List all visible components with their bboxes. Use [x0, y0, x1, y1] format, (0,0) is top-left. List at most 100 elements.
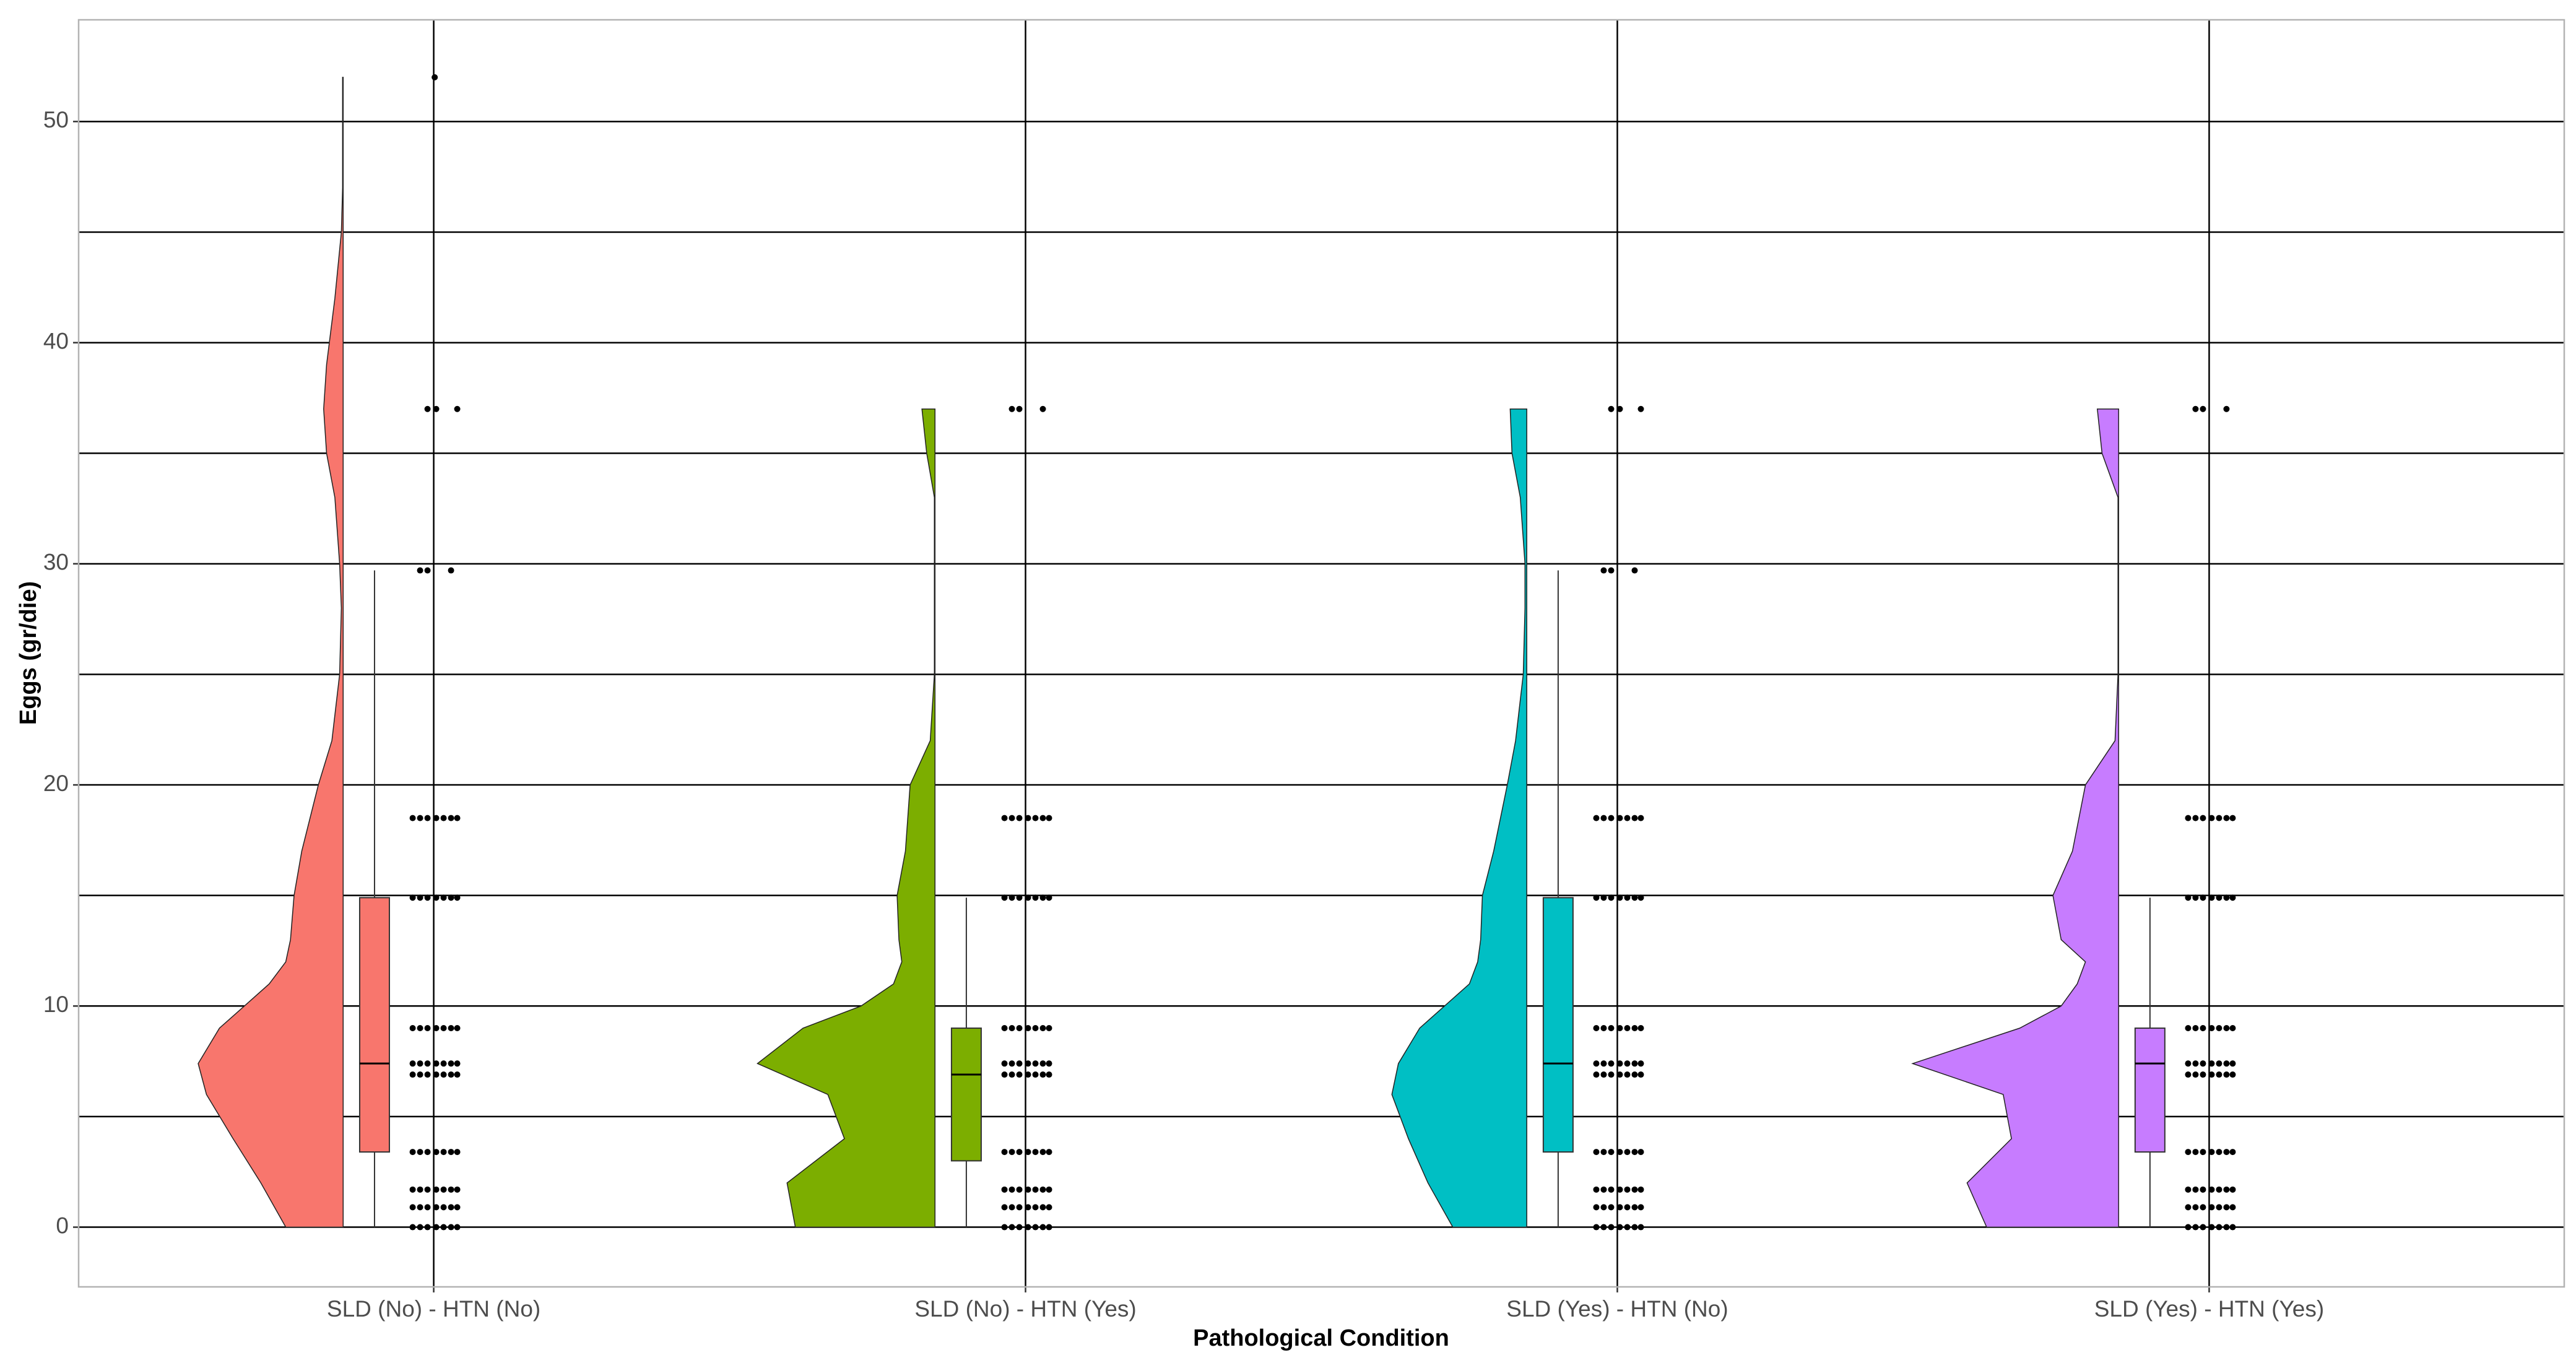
data-point: [2185, 1071, 2192, 1078]
data-point: [1046, 1224, 1052, 1231]
data-point: [440, 894, 447, 901]
data-point: [1001, 815, 1008, 821]
data-point: [2192, 405, 2199, 412]
data-point: [440, 1224, 447, 1231]
data-point: [1600, 1186, 1607, 1193]
data-point: [1608, 1060, 1615, 1067]
data-point: [409, 1071, 416, 1078]
data-point: [1593, 1025, 1600, 1032]
data-point: [448, 1060, 454, 1067]
data-point: [2229, 1025, 2236, 1032]
data-point: [1616, 1071, 1623, 1078]
y-tick-label: 0: [56, 1213, 69, 1238]
data-point: [2208, 1224, 2215, 1231]
data-point: [1616, 1025, 1623, 1032]
data-point: [2223, 1025, 2230, 1032]
data-point: [2200, 1071, 2206, 1078]
data-point: [1600, 1071, 1607, 1078]
data-point: [409, 815, 416, 821]
data-point: [1608, 1071, 1615, 1078]
x-tick-label: SLD (No) - HTN (No): [327, 1296, 540, 1322]
data-point: [1616, 1204, 1623, 1211]
data-point: [1016, 1186, 1023, 1193]
data-point: [1032, 1060, 1039, 1067]
data-point: [2216, 1186, 2223, 1193]
data-point: [454, 1186, 461, 1193]
data-point: [409, 1025, 416, 1032]
data-point: [2216, 1149, 2223, 1156]
data-point: [2229, 1060, 2236, 1067]
data-point: [1008, 405, 1015, 412]
data-point: [1631, 1149, 1638, 1156]
data-point: [1637, 1224, 1644, 1231]
data-point: [2192, 1025, 2199, 1032]
data-point: [2192, 815, 2199, 821]
data-point: [1631, 1060, 1638, 1067]
data-point: [2223, 405, 2230, 412]
data-point: [2208, 1071, 2215, 1078]
data-point: [454, 815, 461, 821]
data-point: [440, 1186, 447, 1193]
data-point: [409, 1224, 416, 1231]
data-point: [1593, 1060, 1600, 1067]
data-point: [417, 894, 423, 901]
data-point: [1046, 815, 1052, 821]
data-point: [424, 894, 431, 901]
data-point: [1631, 1224, 1638, 1231]
data-point: [1046, 1025, 1052, 1032]
data-point: [2200, 405, 2206, 412]
data-point: [2192, 1149, 2199, 1156]
data-point: [2185, 1025, 2192, 1032]
data-point: [1616, 1186, 1623, 1193]
data-point: [417, 567, 423, 574]
data-point: [448, 894, 454, 901]
data-point: [1032, 1224, 1039, 1231]
data-point: [1624, 1204, 1631, 1211]
data-point: [2192, 1204, 2199, 1211]
data-point: [433, 1060, 440, 1067]
data-point: [1624, 1025, 1631, 1032]
data-point: [1631, 1025, 1638, 1032]
box: [358, 897, 390, 1153]
data-point: [448, 1186, 454, 1193]
data-point: [1637, 1025, 1644, 1032]
data-point: [1593, 1186, 1600, 1193]
y-tick-label: 30: [43, 550, 69, 575]
data-point: [1600, 1025, 1607, 1032]
data-point: [1008, 1204, 1015, 1211]
data-point: [1593, 1204, 1600, 1211]
data-point: [2229, 1224, 2236, 1231]
data-point: [1608, 1149, 1615, 1156]
data-point: [1016, 815, 1023, 821]
data-point: [1637, 1071, 1644, 1078]
data-point: [1025, 1224, 1031, 1231]
data-point: [1039, 1025, 1046, 1032]
data-point: [1008, 1186, 1015, 1193]
data-point: [2208, 1204, 2215, 1211]
data-point: [433, 1224, 440, 1231]
data-point: [1624, 1186, 1631, 1193]
data-point: [1025, 815, 1031, 821]
data-point: [1600, 567, 1607, 574]
data-point: [1600, 1060, 1607, 1067]
data-point: [1637, 1186, 1644, 1193]
data-point: [1593, 1224, 1600, 1231]
data-point: [1032, 1071, 1039, 1078]
data-point: [2216, 1071, 2223, 1078]
data-point: [1016, 1224, 1023, 1231]
data-point: [2185, 815, 2192, 821]
data-point: [1600, 1204, 1607, 1211]
data-point: [2185, 1204, 2192, 1211]
data-point: [2192, 894, 2199, 901]
data-point: [409, 1186, 416, 1193]
data-point: [1631, 1186, 1638, 1193]
data-point: [409, 894, 416, 901]
data-point: [1001, 1149, 1008, 1156]
data-point: [2223, 1149, 2230, 1156]
y-tick-label: 20: [43, 771, 69, 796]
data-point: [417, 1204, 423, 1211]
data-point: [417, 1060, 423, 1067]
data-point: [1016, 1204, 1023, 1211]
data-point: [1637, 1060, 1644, 1067]
data-point: [1637, 1149, 1644, 1156]
